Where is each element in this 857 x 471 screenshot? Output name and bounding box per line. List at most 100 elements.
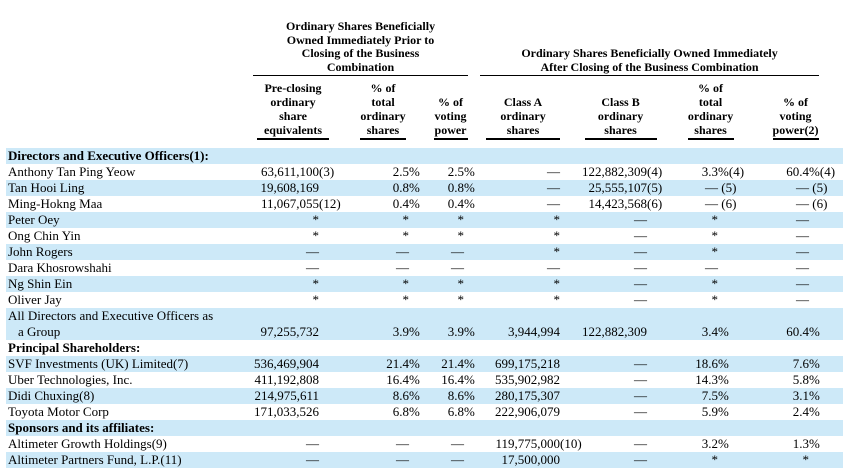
- cell-class_a_shares: —: [478, 164, 568, 180]
- cell-value: 119,775,000: [495, 436, 561, 451]
- section-row: Sponsors and its affiliates:: [6, 420, 844, 436]
- cell-footnote: [319, 436, 343, 452]
- table-row: Uber Technologies, Inc. 411,192,808 16.4…: [6, 372, 843, 388]
- column-label: Pre-closing ordinary share equivalents: [257, 81, 329, 140]
- cell-value: *: [457, 292, 465, 307]
- cell-value: 214,975,611: [254, 388, 319, 403]
- cell-value: *: [402, 212, 410, 227]
- cell-value: 16.4: [386, 372, 409, 387]
- cell-value: 8.6: [447, 388, 465, 403]
- cell-value: *: [312, 276, 320, 291]
- cell-pre_pct_voting_power: [423, 420, 478, 436]
- cell-post_pct_total_shares: [673, 148, 748, 164]
- cell-value: 536,469,904: [254, 356, 319, 371]
- cell-value: 3.1: [792, 388, 810, 403]
- cell-post_pct_total_shares: 5.9%: [673, 404, 748, 420]
- cell-post_pct_total_shares: 7.5%: [673, 388, 748, 404]
- cell-value: 7.5: [701, 388, 719, 403]
- row-label: Ong Chin Yin: [8, 228, 81, 243]
- cell-value: —: [306, 260, 319, 275]
- cell-value: 280,175,307: [495, 388, 561, 403]
- cell-value: —: [547, 180, 561, 195]
- cell-class_a_shares: *: [478, 244, 568, 260]
- table-row: Altimeter Partners Fund, L.P.(11) — — — …: [6, 452, 844, 468]
- cell-value: —: [634, 452, 648, 467]
- cell-class_b_shares: 25,555,107 (5): [568, 180, 673, 196]
- cell-footnote: (5): [809, 180, 828, 195]
- cell-value: *: [711, 452, 719, 467]
- cell-class_b_shares: [568, 340, 673, 356]
- cell-post_pct_voting_power: —: [748, 244, 843, 260]
- cell-pre_pct_voting_power: [423, 148, 478, 164]
- cell-value: —: [796, 228, 810, 243]
- cell-value: —: [306, 436, 319, 451]
- cell-pre_pct_voting_power: *: [423, 228, 478, 244]
- cell-value: —: [451, 244, 465, 259]
- cell-value: 3.4: [701, 324, 719, 339]
- cell-post_pct_voting_power: —: [748, 260, 843, 276]
- cell-value: —: [705, 180, 719, 195]
- cell-footnote: [809, 276, 843, 292]
- cell-footnote: [647, 452, 673, 468]
- cell-value: 171,033,526: [254, 404, 319, 419]
- cell-pre_pct_total_shares: 21.4%: [343, 356, 423, 372]
- cell-value: *: [553, 212, 561, 227]
- cell-pre_share_equivalents: [243, 420, 343, 436]
- row-label: All Directors and Executive Officers as a…: [8, 308, 214, 339]
- cell-value: 21.4: [441, 356, 465, 371]
- cell-footnote: [464, 276, 478, 292]
- cell-class_a_shares: 3,944,994: [478, 308, 568, 340]
- cell-value: 19,608,169: [260, 180, 320, 195]
- cell-pre_pct_voting_power: *: [423, 292, 478, 308]
- cell-value: 17,500,000: [501, 452, 561, 467]
- cell-footnote: %: [718, 404, 729, 419]
- cell-value: —: [634, 372, 648, 387]
- cell-footnote: [560, 164, 568, 180]
- cell-value: *: [711, 212, 719, 227]
- cell-value: 16.4: [441, 372, 465, 387]
- cell-class_a_shares: [478, 148, 568, 164]
- cell-value: *: [312, 228, 320, 243]
- cell-footnote: %: [464, 164, 475, 179]
- cell-value: —: [396, 452, 409, 467]
- cell-value: —: [634, 436, 648, 451]
- cell-post_pct_total_shares: —: [673, 260, 748, 276]
- cell-value: *: [402, 276, 410, 291]
- cell-footnote: [319, 212, 343, 228]
- table-row: John Rogers — — — * — * —: [6, 244, 844, 260]
- cell-post_pct_total_shares: *: [673, 244, 748, 260]
- cell-class_a_shares: *: [478, 276, 568, 292]
- cell-pre_share_equivalents: —: [243, 260, 343, 276]
- group-header-post-closing: Ordinary Shares Beneficially Owned Immed…: [478, 12, 843, 76]
- cell-footnote: [560, 404, 568, 420]
- cell-value: 0.4: [447, 196, 465, 211]
- cell-class_b_shares: —: [568, 276, 673, 292]
- section-row: Principal Shareholders:: [6, 340, 843, 356]
- row-label: Sponsors and its affiliates:: [8, 420, 155, 435]
- cell-footnote: [319, 180, 343, 196]
- cell-value: 411,192,808: [254, 372, 319, 387]
- table-row: SVF Investments (UK) Limited(7) 536,469,…: [6, 356, 844, 372]
- cell-footnote: %: [464, 196, 475, 211]
- cell-footnote: [809, 260, 843, 276]
- cell-footnote: [560, 244, 568, 260]
- table-row: Dara Khosrowshahi — — — — — — —: [6, 260, 843, 276]
- cell-class_a_shares: [478, 340, 568, 356]
- cell-value: 7.6: [792, 356, 810, 371]
- table-row: Peter Oey * * * * — * —: [6, 212, 844, 228]
- cell-footnote: [647, 324, 673, 340]
- cell-footnote: [718, 228, 748, 244]
- table-body: Directors and Executive Officers(1): Ant…: [6, 140, 844, 468]
- cell-class_b_shares: —: [568, 404, 673, 420]
- cell-value: —: [634, 260, 648, 275]
- table-row: All Directors and Executive Officers as a…: [6, 308, 844, 340]
- cell-post_pct_voting_power: —: [748, 276, 843, 292]
- cell-footnote: [319, 404, 343, 420]
- column-header-row: Pre-closing ordinary share equivalents %…: [6, 76, 843, 140]
- cell-footnote: [647, 276, 673, 292]
- cell-pre_pct_total_shares: [343, 340, 423, 356]
- column-label: % of voting power: [433, 95, 468, 140]
- cell-footnote: %: [464, 388, 475, 403]
- cell-value: —: [796, 276, 810, 291]
- cell-footnote: (6): [647, 196, 663, 211]
